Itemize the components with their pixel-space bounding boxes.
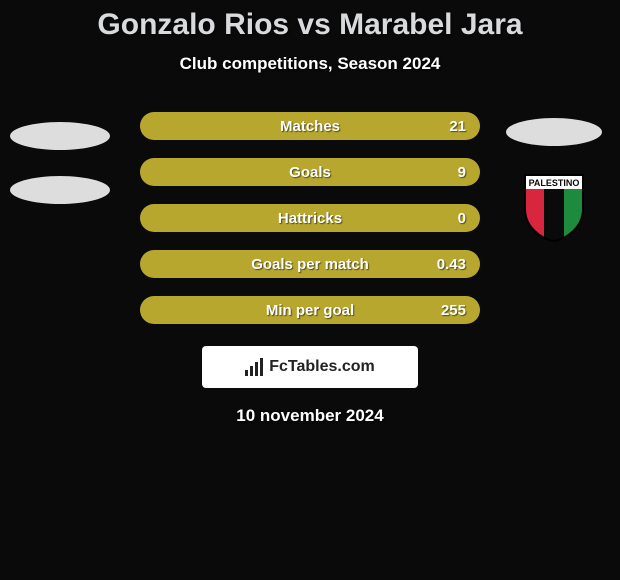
subtitle: Club competitions, Season 2024 [0, 54, 620, 74]
stat-value-right: 0.43 [437, 256, 466, 273]
placeholder-ellipse [10, 122, 110, 150]
stat-row-hattricks: Hattricks 0 [140, 204, 480, 232]
date-text: 10 november 2024 [0, 406, 620, 426]
right-team-area: PALESTINO [502, 118, 606, 256]
stat-label: Goals per match [251, 256, 369, 273]
stat-value-right: 0 [458, 210, 466, 227]
bar-chart-icon [245, 358, 263, 376]
stat-label: Hattricks [278, 210, 342, 227]
placeholder-ellipse [10, 176, 110, 204]
brand-box: FcTables.com [202, 346, 418, 388]
brand-text: FcTables.com [269, 358, 375, 376]
stat-row-gpm: Goals per match 0.43 [140, 250, 480, 278]
club-badge-palestino: PALESTINO [505, 158, 603, 256]
stat-label: Goals [289, 164, 331, 181]
stripe-red [525, 189, 544, 243]
comparison-card: Gonzalo Rios vs Marabel Jara Club compet… [0, 0, 620, 580]
stat-row-matches: Matches 21 [140, 112, 480, 140]
stat-value-right: 9 [458, 164, 466, 181]
stat-value-right: 21 [449, 118, 466, 135]
stat-row-mpg: Min per goal 255 [140, 296, 480, 324]
page-title: Gonzalo Rios vs Marabel Jara [0, 0, 620, 42]
stat-label: Matches [280, 118, 340, 135]
placeholder-ellipse [506, 118, 602, 146]
stat-value-right: 255 [441, 302, 466, 319]
stripe-black [544, 189, 564, 243]
shield-icon: PALESTINO [523, 171, 585, 243]
stat-label: Min per goal [266, 302, 354, 319]
left-team-placeholder [10, 122, 120, 230]
stat-row-goals: Goals 9 [140, 158, 480, 186]
stripe-green [564, 189, 583, 243]
club-name-text: PALESTINO [529, 178, 580, 188]
